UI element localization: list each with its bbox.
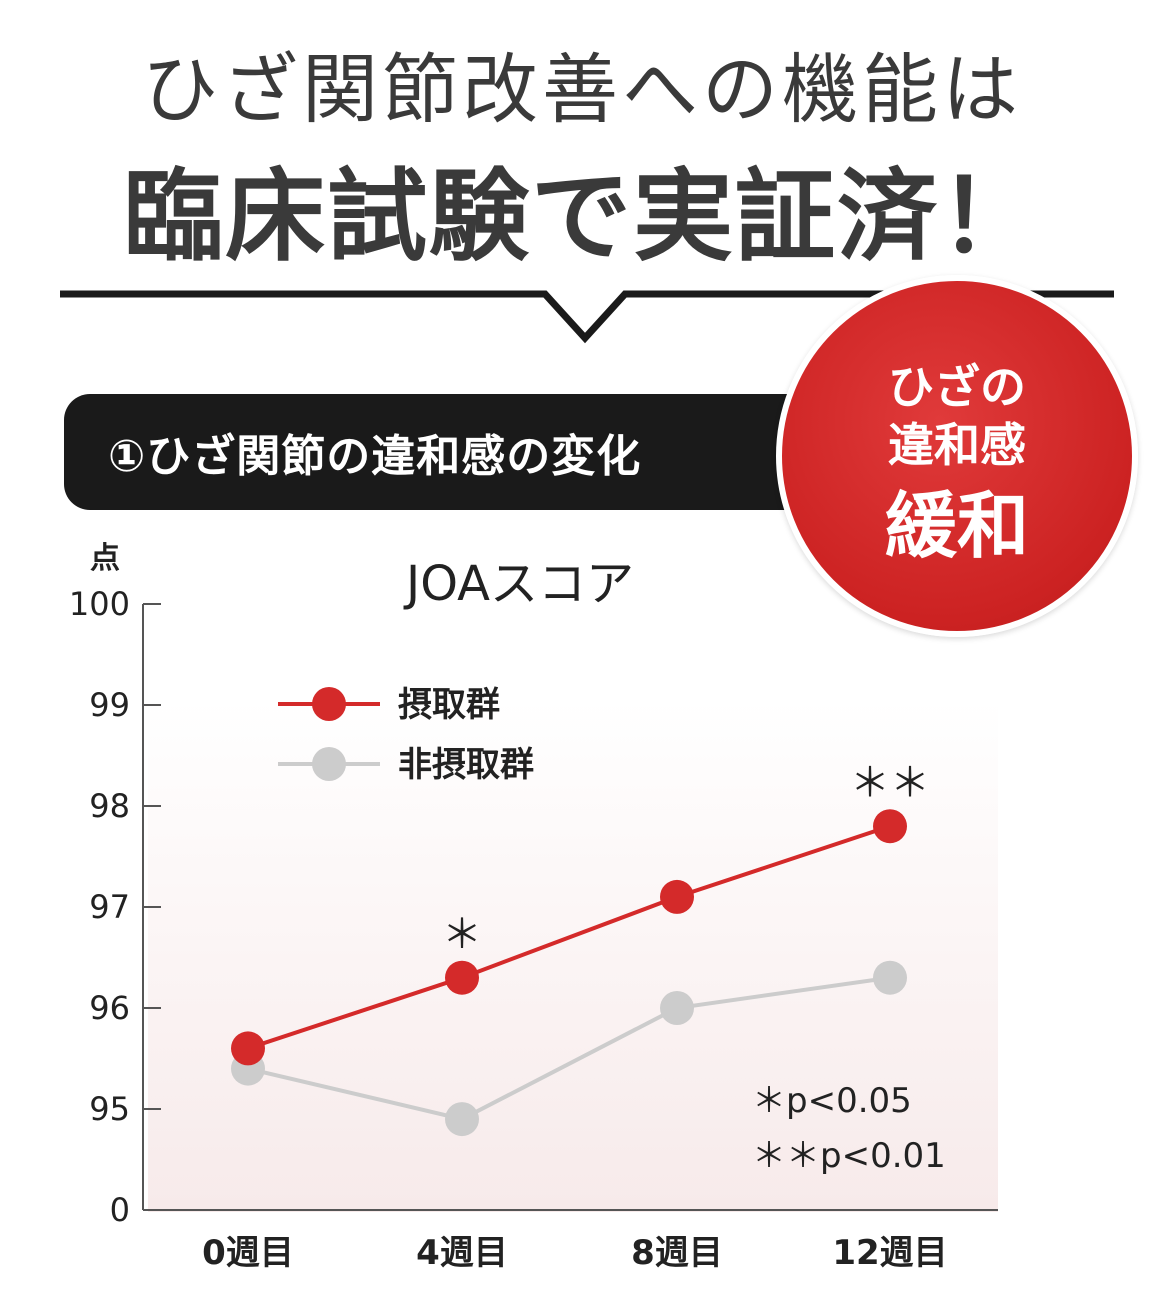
y-tick-label: 98 [89,787,130,825]
headline-line-2: 臨床試験で実証済！ [123,157,1041,275]
relief-badge: ひざの 違和感 緩和 [776,275,1138,637]
x-tick-label: 12週目 [832,1233,947,1273]
x-tick-label: 0週目 [202,1233,294,1273]
data-point [660,991,694,1025]
legend-label: 非摂取群 [398,745,534,785]
significance-note: ＊p<0.05 [752,1081,912,1121]
legend-marker [312,747,346,781]
y-axis-unit: 点 [90,541,120,576]
badge-line-2: 違和感 [888,418,1026,472]
x-tick-label: 8週目 [631,1233,723,1273]
y-tick-label: 100 [69,585,130,623]
section-title-bar: ①ひざ関節の違和感の変化 [64,394,824,510]
data-point [231,1031,265,1066]
x-tick-label: 4週目 [416,1233,508,1273]
divider-with-arrow [60,290,1114,344]
badge-line-1: ひざの [888,360,1026,414]
y-tick-label: 96 [89,989,130,1027]
data-point [873,809,907,844]
significance-mark: ＊＊ [850,760,930,806]
data-point [873,960,907,995]
chart-title: JOAスコア [403,556,634,612]
data-point [445,960,479,995]
headline-line-1: ひざ関節改善への機能は [142,45,1022,134]
y-tick-label: 0 [110,1191,130,1229]
legend-label: 摂取群 [398,685,500,725]
badge-line-3: 緩和 [884,484,1029,568]
data-point [445,1102,479,1137]
series-line [247,975,891,1122]
y-tick-label: 97 [89,888,130,926]
legend-marker [312,687,346,721]
plot-background [148,700,998,1212]
y-tick-label: 99 [89,686,130,724]
significance-mark: ＊ [442,912,482,958]
significance-note: ＊＊p<0.01 [752,1136,946,1176]
data-point [660,879,694,914]
y-tick-label: 95 [89,1090,130,1128]
series-line [247,824,891,1051]
section-title: ①ひざ関節の違和感の変化 [108,431,642,482]
